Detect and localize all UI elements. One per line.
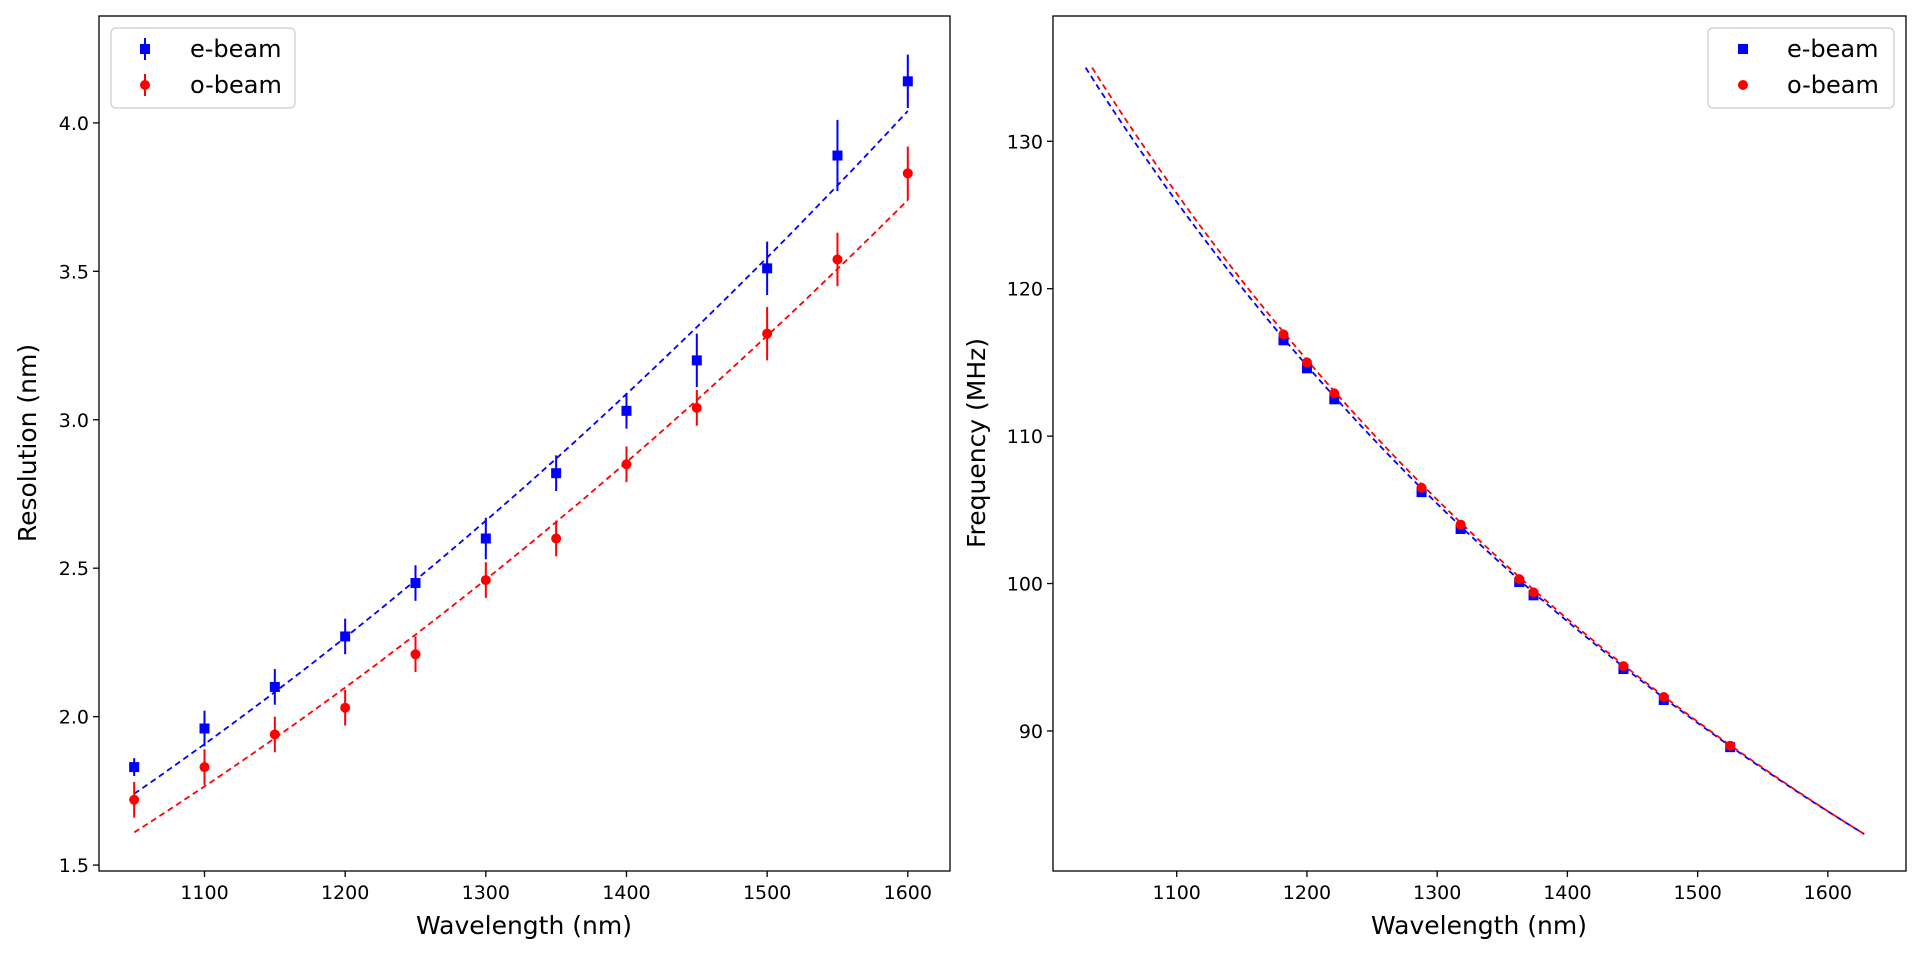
data-point-o-beam [340, 702, 351, 713]
x-tick-label: 1600 [1804, 882, 1852, 904]
data-point-o-beam [199, 762, 210, 773]
data-point-o-beam [129, 794, 140, 805]
x-tick-label: 1400 [602, 882, 650, 904]
y-tick-label: 2.0 [59, 707, 89, 729]
legend-label-e-beam: e-beam [190, 35, 282, 63]
data-point-o-beam [1618, 661, 1629, 672]
y-tick-label: 100 [1007, 574, 1043, 596]
data-point-o-beam [1658, 692, 1669, 703]
x-tick-label: 1400 [1543, 882, 1591, 904]
data-point-e-beam [199, 723, 210, 734]
data-point-e-beam [551, 468, 562, 479]
y-tick-label: 110 [1007, 426, 1043, 448]
legend: e-beam o-beam [1707, 27, 1895, 109]
data-point-e-beam [621, 405, 632, 416]
y-tick-label: 3.5 [59, 261, 89, 283]
y-tick-label: 1.5 [59, 855, 89, 877]
legend-label-o-beam: o-beam [1787, 71, 1879, 99]
data-point-o-beam [1329, 388, 1340, 399]
data-point-e-beam [1329, 394, 1340, 405]
legend-label-e-beam: e-beam [1787, 35, 1879, 63]
y-tick-label: 3.0 [59, 410, 89, 432]
data-point-e-beam [129, 762, 140, 773]
x-tick-label: 1300 [462, 882, 510, 904]
data-point-o-beam [1416, 482, 1427, 493]
data-point-o-beam [691, 402, 702, 413]
legend-box [110, 27, 296, 109]
data-point-e-beam [340, 631, 351, 642]
x-tick-label: 1200 [1283, 882, 1331, 904]
data-point-o-beam [1725, 740, 1736, 751]
data-point-e-beam [762, 263, 773, 274]
x-tick-label: 1200 [321, 882, 369, 904]
y-tick-label: 120 [1007, 279, 1043, 301]
legend-marker-o-beam [1738, 80, 1748, 90]
data-point-e-beam [410, 578, 421, 589]
data-point-o-beam [1301, 357, 1312, 368]
x-axis-label: Wavelength (nm) [416, 911, 632, 940]
data-point-o-beam [269, 729, 280, 740]
data-point-o-beam [1278, 329, 1289, 340]
data-point-o-beam [1528, 587, 1539, 598]
y-axis-label: Frequency (MHz) [962, 338, 991, 548]
legend: e-beam o-beam [110, 27, 296, 109]
data-point-o-beam [902, 168, 913, 179]
data-point-e-beam [832, 150, 843, 161]
x-tick-label: 1300 [1413, 882, 1461, 904]
resolution-chart: 1100 1200 1300 1400 1500 1600 1.5 2.0 2.5 3.0 3.5… [13, 15, 951, 940]
fit-line-o-beam [133, 199, 909, 834]
data-point-o-beam [410, 649, 421, 660]
x-axis-label: Wavelength (nm) [1371, 911, 1587, 940]
fit-line-e-beam [1084, 67, 1865, 835]
data-point-e-beam [902, 76, 913, 87]
data-point-o-beam [551, 533, 562, 544]
data-point-o-beam [1455, 519, 1466, 530]
x-tick-label: 1500 [1673, 882, 1721, 904]
plot-area-frame [1052, 15, 1907, 872]
frequency-chart: 1100 1200 1300 1400 1500 1600 90100110120130 … [962, 15, 1907, 940]
y-tick-label: 130 [1007, 131, 1043, 153]
legend-label-o-beam: o-beam [190, 71, 282, 99]
data-point-e-beam [1278, 335, 1289, 346]
x-tick-label: 1500 [743, 882, 791, 904]
legend-marker-o-beam [140, 80, 150, 90]
legend-marker-e-beam [1738, 44, 1748, 54]
x-tick-label: 1100 [1153, 882, 1201, 904]
data-point-e-beam [691, 355, 702, 366]
data-point-o-beam [1514, 574, 1525, 585]
y-axis-label: Resolution (nm) [13, 344, 42, 542]
fit-line-o-beam [1091, 67, 1865, 835]
plot-area-frame [98, 15, 951, 872]
data-point-o-beam [762, 328, 773, 339]
x-tick-label: 1100 [180, 882, 228, 904]
data-point-o-beam [621, 459, 632, 470]
y-tick-label: 90 [1019, 721, 1043, 743]
data-point-e-beam [269, 681, 280, 692]
legend-marker-e-beam [140, 44, 150, 54]
data-point-o-beam [480, 575, 491, 586]
data-point-o-beam [832, 254, 843, 265]
legend-box [1707, 27, 1895, 109]
fit-line-e-beam [133, 110, 909, 795]
data-point-e-beam [480, 533, 491, 544]
data-point-e-beam [1301, 363, 1312, 374]
x-tick-label: 1600 [884, 882, 932, 904]
y-tick-label: 4.0 [59, 113, 89, 135]
y-tick-label: 2.5 [59, 558, 89, 580]
